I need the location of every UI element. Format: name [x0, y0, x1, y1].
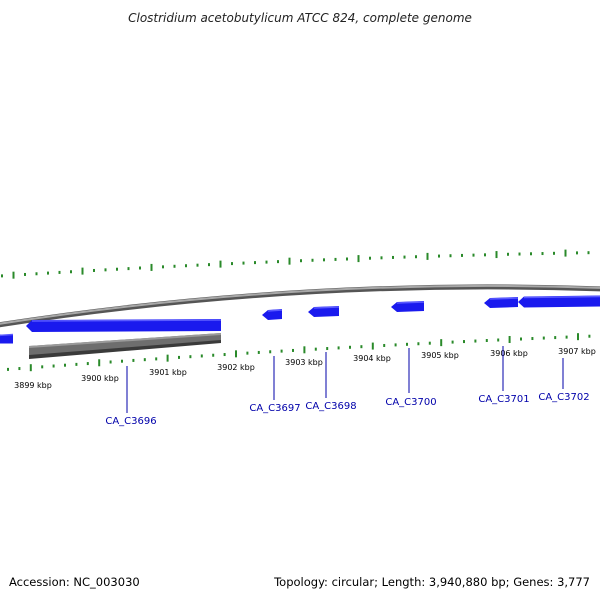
kbp-label: 3900 kbp [81, 374, 119, 383]
map-title: Clostridium acetobutylicum ATCC 824, com… [128, 11, 472, 25]
kbp-label: 3902 kbp [217, 363, 255, 372]
kbp-label: 3905 kbp [421, 351, 459, 360]
gene-arrow-highlight [267, 309, 283, 312]
gene-arrow [518, 295, 600, 308]
kbp-label: 3904 kbp [353, 354, 391, 363]
reverse-gene-feature-top [29, 333, 221, 348]
gene-label: CA_C3696 [105, 416, 156, 427]
genome-summary-text: Topology: circular; Length: 3,940,880 bp… [273, 575, 590, 589]
kbp-label: 3903 kbp [285, 358, 323, 367]
kbp-label: 3899 kbp [14, 381, 52, 390]
outer-tick-ring [1, 249, 590, 279]
gene-arrow-highlight [396, 301, 425, 304]
gene-arrow [484, 297, 518, 308]
gene-arrow [391, 301, 424, 312]
genome-backbone [0, 284, 600, 328]
kbp-label: 3906 kbp [490, 349, 528, 358]
genome-backbone-highlight [0, 284, 600, 325]
reverse-gene-feature [29, 333, 221, 356]
gene-label: CA_C3697 [249, 403, 300, 414]
reverse-gene-feature-edge [29, 340, 221, 359]
gene-arrow [262, 309, 282, 320]
gene-label: CA_C3700 [385, 397, 436, 408]
gene-arrow-highlight [523, 295, 600, 299]
gene-arrow [0, 334, 13, 344]
gene-label: CA_C3698 [305, 401, 356, 412]
gene-label: CA_C3702 [538, 392, 589, 403]
gene-arrow [26, 319, 221, 332]
gene-arrow-highlight [0, 333, 14, 337]
kbp-scale-labels: 3899 kbp 3900 kbp 3901 kbp 3902 kbp 3903 kbp… [14, 347, 596, 390]
accession-text: Accession: NC_003030 [9, 575, 140, 589]
gene-arrow-highlight [31, 319, 222, 322]
gene-arrow [308, 306, 339, 317]
kbp-label: 3901 kbp [149, 368, 187, 377]
gene-labels: CA_C3696 CA_C3697 CA_C3698 CA_C3700 CA_C3701… [105, 346, 590, 427]
gene-label: CA_C3701 [478, 394, 529, 405]
gene-arrow-highlight [489, 297, 519, 300]
forward-gene-track [0, 295, 600, 344]
kbp-label: 3907 kbp [558, 347, 596, 356]
gene-arrow-highlight [313, 306, 340, 309]
inner-tick-ring [7, 333, 591, 372]
